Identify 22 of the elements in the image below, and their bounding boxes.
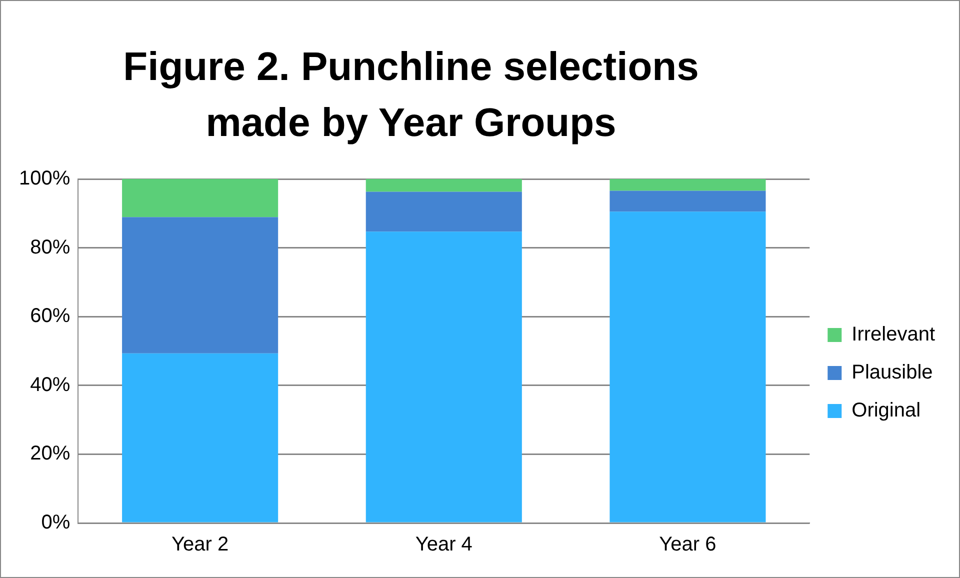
bar <box>122 217 278 354</box>
bar <box>610 212 766 522</box>
bar <box>122 179 278 218</box>
bar <box>122 353 278 522</box>
x-tick-label: Year 2 <box>172 534 229 556</box>
bar <box>366 192 522 232</box>
legend-label: Original <box>852 400 921 422</box>
y-tick-label: 60% <box>30 305 70 328</box>
y-tick-label: 100% <box>18 168 70 190</box>
legend-label: Irrelevant <box>852 324 936 346</box>
bar <box>610 179 766 191</box>
bar <box>366 232 522 522</box>
y-tick-label: 20% <box>30 442 70 465</box>
bar <box>366 179 522 192</box>
legend-label: Plausible <box>852 362 933 384</box>
chart-title: Figure 2. Punchline selections made by Year Groups <box>122 44 700 147</box>
y-tick-label: 80% <box>30 236 70 258</box>
x-tick-label: Year 4 <box>415 534 472 556</box>
x-tick-label: Year 6 <box>659 534 716 556</box>
bar <box>610 190 766 212</box>
y-tick-label: 0% <box>41 512 70 534</box>
y-tick-label: 40% <box>30 374 70 396</box>
